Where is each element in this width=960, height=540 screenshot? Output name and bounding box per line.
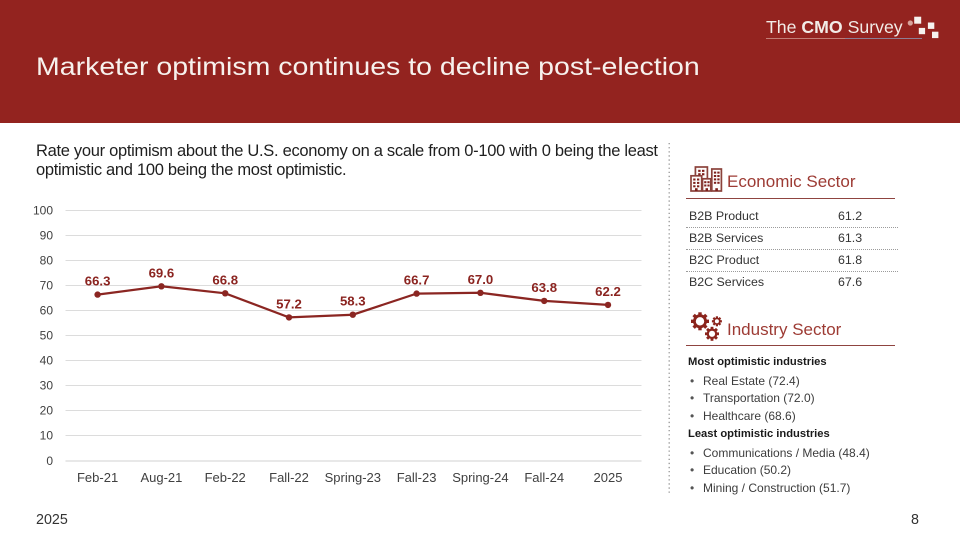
svg-text:50: 50 — [40, 329, 54, 343]
svg-text:Fall-24: Fall-24 — [524, 470, 564, 485]
svg-text:90: 90 — [40, 229, 54, 243]
svg-text:2025: 2025 — [594, 470, 623, 485]
svg-text:58.3: 58.3 — [340, 294, 366, 309]
svg-text:66.8: 66.8 — [212, 272, 238, 287]
svg-text:20: 20 — [40, 404, 54, 418]
svg-text:57.2: 57.2 — [276, 296, 302, 311]
svg-text:100: 100 — [33, 204, 53, 218]
svg-text:67.0: 67.0 — [468, 272, 494, 287]
svg-text:10: 10 — [40, 429, 54, 443]
svg-text:Fall-23: Fall-23 — [397, 470, 437, 485]
svg-text:66.7: 66.7 — [404, 273, 430, 288]
svg-text:Spring-24: Spring-24 — [452, 470, 508, 485]
svg-text:60: 60 — [40, 304, 54, 318]
svg-text:80: 80 — [40, 254, 54, 268]
svg-text:66.3: 66.3 — [85, 274, 111, 289]
svg-text:40: 40 — [40, 354, 54, 368]
svg-text:63.8: 63.8 — [531, 280, 557, 295]
svg-text:Feb-22: Feb-22 — [205, 470, 246, 485]
svg-text:Fall-22: Fall-22 — [269, 470, 309, 485]
svg-text:Feb-21: Feb-21 — [77, 470, 118, 485]
svg-text:30: 30 — [40, 379, 54, 393]
svg-text:Spring-23: Spring-23 — [325, 470, 381, 485]
svg-text:0: 0 — [46, 454, 53, 468]
svg-text:69.6: 69.6 — [149, 265, 175, 280]
svg-text:Aug-21: Aug-21 — [140, 470, 182, 485]
svg-text:62.2: 62.2 — [595, 284, 621, 299]
svg-text:70: 70 — [40, 279, 54, 293]
